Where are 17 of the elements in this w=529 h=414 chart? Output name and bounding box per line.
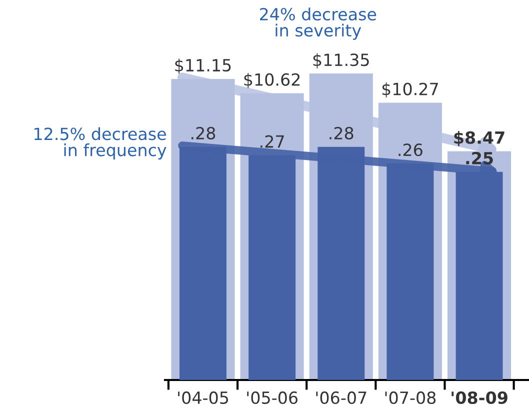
data-label: .27 [260,135,284,148]
data-label: $11.35 [313,53,369,68]
data-label: $10.62 [244,72,300,88]
x-tick-label: '06-07 [316,391,366,404]
data-label: $8.47 [454,131,504,146]
text: 24% decrease in severity [260,8,376,40]
x-tick-label: '05-06 [247,391,298,404]
data-label: $10.27 [382,82,438,98]
annotation: 12.5% decrease in frequency [34,127,166,160]
x-tick-label: '04-05 [178,391,228,404]
data-label: .26 [398,144,422,156]
data-label: .28 [330,126,354,140]
data-label: .25 [466,152,493,164]
data-label: .28 [192,126,216,140]
x-tick-label: '08-09 [452,391,508,404]
x-tick-label: '07-08 [385,391,436,404]
data-label: $11.15 [175,58,231,74]
